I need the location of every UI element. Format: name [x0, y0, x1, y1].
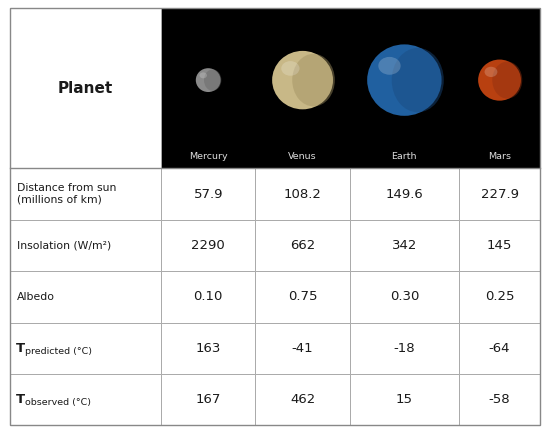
Text: 2290: 2290 [191, 239, 225, 252]
Ellipse shape [272, 51, 333, 110]
Text: T: T [16, 342, 25, 355]
Bar [161, 374, 255, 425]
Bar [161, 8, 540, 168]
Bar [255, 271, 350, 323]
Ellipse shape [492, 61, 522, 99]
Bar [10, 271, 161, 323]
Bar [350, 374, 459, 425]
Text: 0.75: 0.75 [288, 291, 317, 304]
Text: Albedo: Albedo [17, 292, 56, 302]
Bar [459, 374, 540, 425]
Bar [350, 168, 459, 220]
Ellipse shape [478, 60, 521, 101]
Text: 108.2: 108.2 [284, 187, 322, 200]
Bar [255, 220, 350, 271]
Bar [10, 168, 161, 220]
Text: Mercury: Mercury [189, 152, 228, 162]
Bar [10, 374, 161, 425]
Text: 145: 145 [487, 239, 512, 252]
Text: observed (°C): observed (°C) [25, 398, 91, 407]
Text: 15: 15 [396, 393, 413, 406]
Text: 0.30: 0.30 [390, 291, 419, 304]
Ellipse shape [196, 68, 221, 92]
Ellipse shape [367, 45, 442, 116]
Bar [459, 323, 540, 374]
Text: 167: 167 [195, 393, 221, 406]
Text: Venus: Venus [288, 152, 317, 162]
Ellipse shape [281, 61, 300, 76]
Ellipse shape [200, 72, 207, 78]
Bar [459, 271, 540, 323]
Bar [350, 271, 459, 323]
Bar [350, 220, 459, 271]
Bar [161, 168, 255, 220]
Text: 0.25: 0.25 [485, 291, 514, 304]
Bar [255, 374, 350, 425]
Bar [161, 271, 255, 323]
Bar [255, 168, 350, 220]
Bar [161, 220, 255, 271]
Text: 227.9: 227.9 [481, 187, 519, 200]
Text: 462: 462 [290, 393, 315, 406]
Bar [255, 323, 350, 374]
Text: 57.9: 57.9 [194, 187, 223, 200]
Text: T: T [16, 393, 25, 406]
Text: 163: 163 [195, 342, 221, 355]
Bar [10, 220, 161, 271]
Bar [161, 323, 255, 374]
Text: Planet: Planet [58, 81, 113, 96]
Text: 0.10: 0.10 [194, 291, 223, 304]
Text: -41: -41 [292, 342, 313, 355]
Text: Insolation (W/m²): Insolation (W/m²) [17, 240, 112, 251]
Text: -58: -58 [489, 393, 510, 406]
Text: Earth: Earth [392, 152, 417, 162]
Text: -64: -64 [489, 342, 510, 355]
Bar [10, 8, 161, 168]
Text: 662: 662 [290, 239, 315, 252]
Text: Distance from sun
(millions of km): Distance from sun (millions of km) [17, 183, 117, 205]
Ellipse shape [392, 48, 444, 112]
Bar [350, 323, 459, 374]
Text: Mars: Mars [488, 152, 511, 162]
Bar [459, 168, 540, 220]
Ellipse shape [204, 69, 221, 91]
Text: predicted (°C): predicted (°C) [25, 347, 92, 356]
Bar [459, 220, 540, 271]
Ellipse shape [378, 57, 400, 75]
Ellipse shape [485, 67, 497, 77]
Ellipse shape [292, 54, 335, 107]
Text: -18: -18 [394, 342, 415, 355]
Text: 342: 342 [392, 239, 417, 252]
Text: 149.6: 149.6 [386, 187, 424, 200]
Bar [10, 323, 161, 374]
